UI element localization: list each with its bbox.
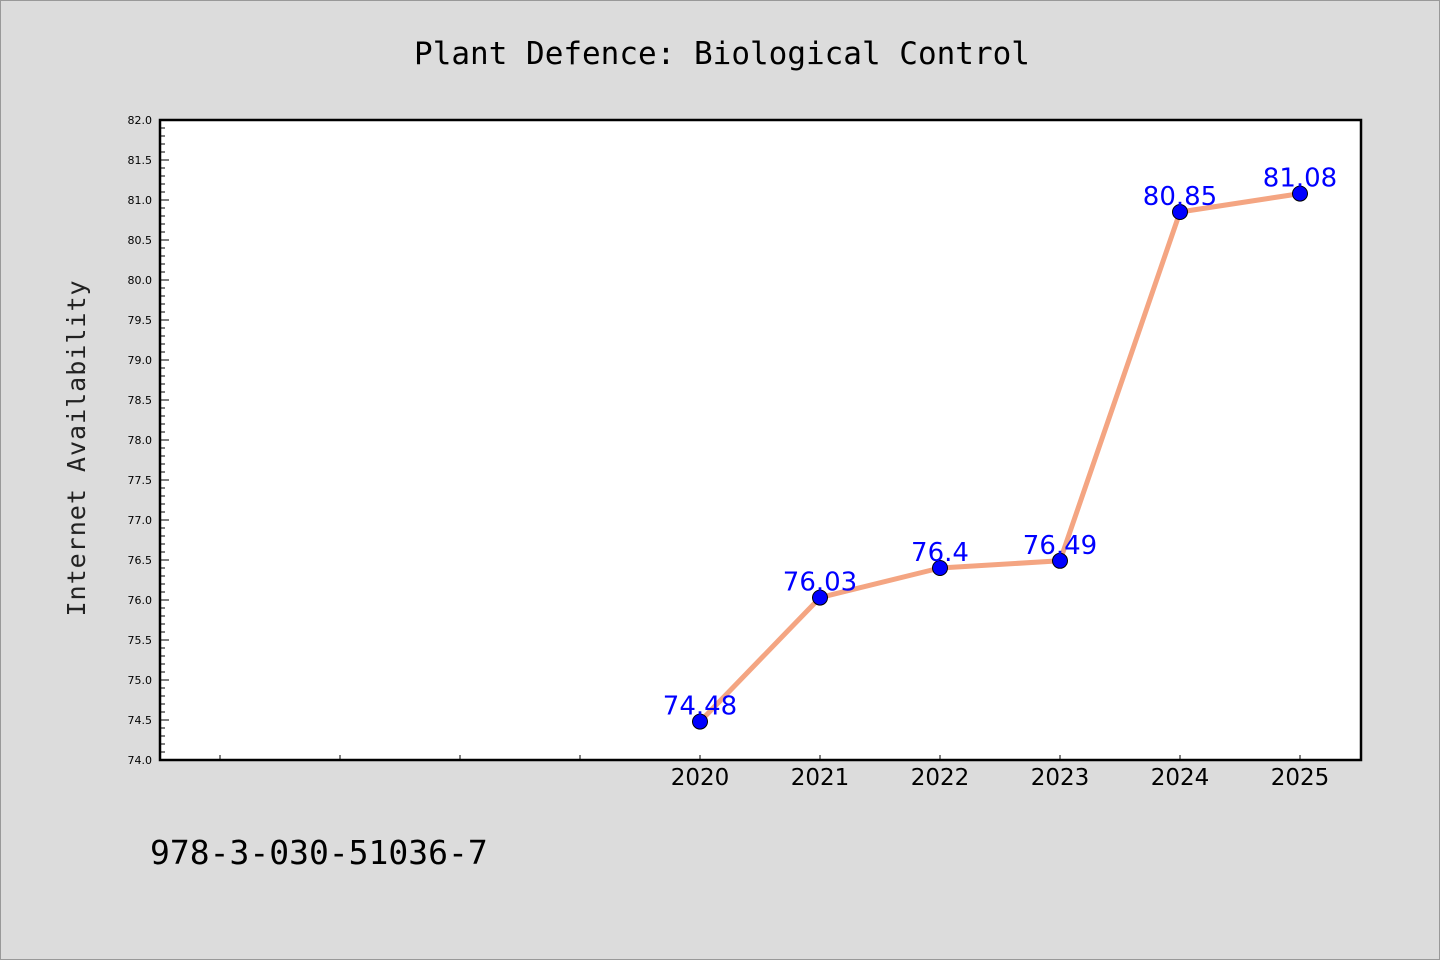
x-tick-label: 2023: [1031, 765, 1090, 791]
data-point: [1172, 204, 1188, 220]
y-tick-label: 77.0: [128, 514, 153, 527]
data-label: 76.4: [911, 538, 969, 568]
y-tick-label: 80.0: [128, 274, 153, 287]
data-point: [1052, 552, 1068, 569]
data-point: [812, 589, 828, 606]
y-tick-label: 82.0: [128, 114, 153, 127]
data-label: 80.85: [1143, 182, 1217, 212]
y-tick-label: 79.5: [128, 314, 153, 327]
y-tick-label: 77.5: [128, 474, 153, 487]
plot-area: [160, 120, 1361, 760]
data-point: [692, 713, 708, 730]
y-tick-label: 75.5: [128, 634, 153, 647]
y-tick-label: 75.0: [128, 674, 153, 687]
y-axis: 74.0 74.5 75.0 75.5 76.0 76.5 77.0 77.5 78.0 78.5…: [128, 114, 169, 767]
footnote-isbn: 978-3-030-51036-7: [150, 833, 488, 872]
y-tick-label: 74.0: [128, 754, 153, 767]
chart-title: Plant Defence: Biological Control: [414, 36, 1030, 72]
plot-border: [158, 118, 1363, 762]
data-point: [1292, 185, 1308, 202]
y-tick-label: 81.0: [128, 194, 153, 207]
series-line: [697, 191, 1303, 725]
y-tick-label: 80.5: [128, 234, 153, 247]
data-point: [932, 560, 948, 576]
data-label: 74.48: [663, 692, 737, 722]
data-label: 76.03: [783, 568, 857, 598]
y-tick-label: 79.0: [128, 354, 153, 367]
y-tick-label: 78.0: [128, 434, 153, 447]
y-tick-label: 78.5: [128, 394, 153, 407]
data-label: 81.08: [1263, 164, 1337, 194]
y-tick-label: 81.5: [128, 154, 153, 167]
data-labels-group: 74.48 76.03 76.4 76.49 80.85 81.08: [663, 164, 1337, 722]
data-label: 76.49: [1023, 531, 1097, 561]
x-tick-label: 2020: [671, 765, 730, 791]
series-group: [692, 185, 1308, 730]
x-tick-label: 2022: [911, 765, 970, 791]
y-tick-label: 76.5: [128, 554, 153, 567]
x-tick-label: 2025: [1271, 765, 1330, 791]
y-axis-label: Internet Availability: [62, 279, 91, 616]
x-axis: 2020 2021 2022 2023 2024 2025: [219, 755, 1330, 791]
x-tick-label: 2024: [1151, 765, 1210, 791]
x-tick-label: 2021: [791, 765, 850, 791]
y-tick-label: 76.0: [128, 594, 153, 607]
y-tick-label: 74.5: [128, 714, 153, 727]
